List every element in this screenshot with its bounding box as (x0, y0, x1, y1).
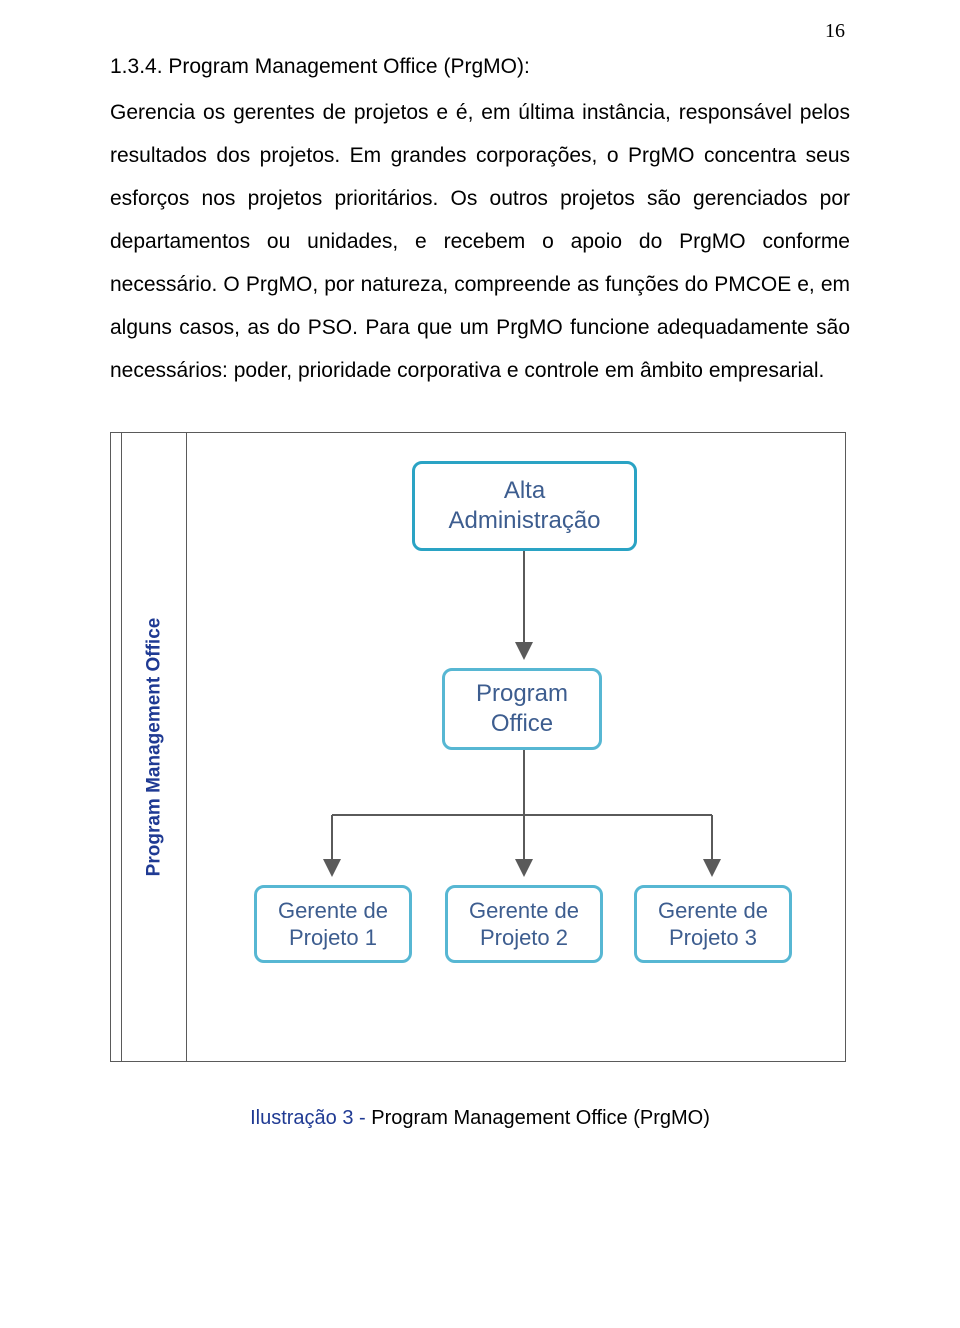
diagram-node-g1: Gerente de Projeto 1 (254, 885, 412, 963)
diagram-node-alta: Alta Administração (412, 461, 637, 551)
diagram-sidebar: Program Management Office (121, 433, 187, 1061)
diagram-node-g3: Gerente de Projeto 3 (634, 885, 792, 963)
caption-rest: Program Management Office (PrgMO) (371, 1107, 710, 1129)
page: 16 1.3.4. Program Management Office (Prg… (0, 0, 960, 1328)
diagram-sidebar-label: Program Management Office (143, 618, 165, 877)
caption-prefix: Ilustração 3 - (250, 1107, 371, 1129)
diagram-frame: Program Management Office Alta Administr… (110, 432, 846, 1062)
paragraph: Gerencia os gerentes de projetos e é, em… (110, 91, 850, 392)
page-number: 16 (825, 20, 845, 43)
figure-caption: Ilustração 3 - Program Management Office… (110, 1107, 850, 1130)
diagram-node-g2: Gerente de Projeto 2 (445, 885, 603, 963)
section-heading: 1.3.4. Program Management Office (PrgMO)… (110, 55, 850, 79)
diagram-canvas: Alta Administração Program Office Gerente … (187, 433, 845, 1061)
diagram-node-program: Program Office (442, 668, 602, 750)
